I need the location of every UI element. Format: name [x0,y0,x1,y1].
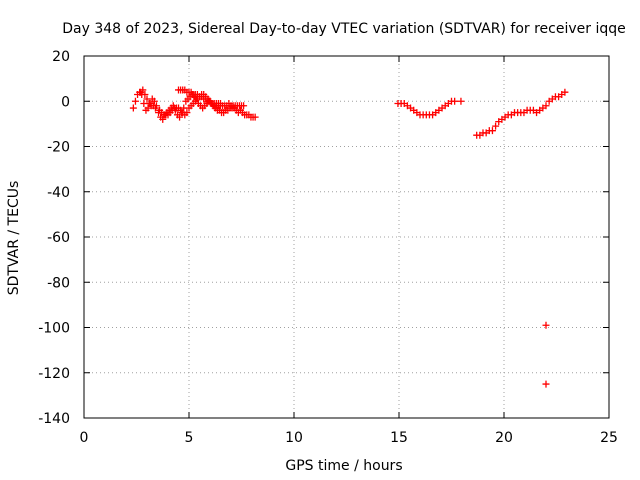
data-point [131,97,139,105]
data-point [451,97,459,105]
x-tick-label: 10 [285,430,303,446]
ticks-layer: 0 5 10 15 20 25 20 0 -20 -40 -60 -80 -100 -120 -140 [38,49,618,446]
y-axis-label: SDTVAR / TECUs [6,181,22,296]
chart-title: Day 348 of 2023, Sidereal Day-to-day VTE… [62,21,626,37]
x-axis-label: GPS time / hours [285,458,402,474]
y-tick-label: -100 [38,321,70,337]
data-point [240,102,248,110]
data-points [129,86,569,388]
data-point [176,113,184,121]
data-point [542,102,550,110]
y-tick-label: -40 [47,185,70,201]
data-point [217,100,224,108]
x-tick-label: 15 [390,430,408,446]
x-tick-label: 20 [495,430,513,446]
data-point [488,127,496,135]
data-point [492,122,500,130]
y-tick-label: -120 [38,366,70,382]
y-tick-label: -20 [47,140,70,156]
data-point [141,90,149,98]
data-point [159,115,167,123]
data-point [150,97,158,105]
y-tick-label: -140 [38,411,70,427]
x-tick-label: 0 [80,430,89,446]
y-tick-label: -60 [47,230,70,246]
y-tick-label: -80 [47,275,70,291]
data-point [251,113,259,121]
x-tick-label: 5 [185,430,194,446]
x-tick-label: 25 [600,430,618,446]
data-point [139,86,147,94]
data-point [542,380,550,388]
data-point [542,321,550,329]
data-point [183,109,191,117]
data-point [129,104,137,112]
y-tick-label: 20 [52,49,70,65]
grid-layer [84,56,609,418]
data-point [457,97,465,105]
data-point [561,88,569,96]
y-tick-label: 0 [61,94,70,110]
data-point [143,95,151,103]
data-point [151,104,159,112]
